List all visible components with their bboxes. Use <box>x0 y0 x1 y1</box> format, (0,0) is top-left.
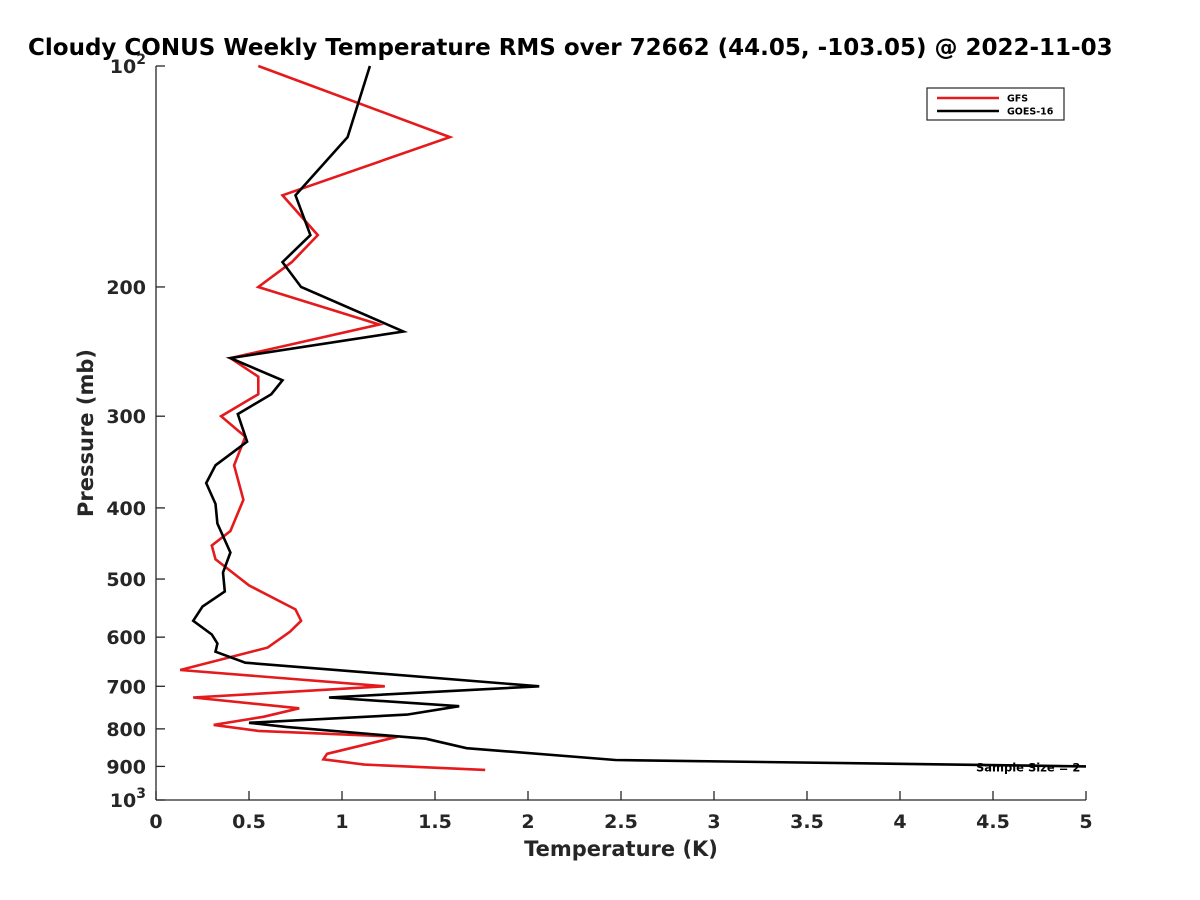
y-tick-label: 400 <box>106 498 146 520</box>
x-axis-ticks: 0 0.5 1 1.5 2 2.5 3 3.5 4 4.5 5 <box>149 791 1093 833</box>
x-tick-label: 1 <box>335 811 348 833</box>
y-tick-label: 600 <box>106 627 146 649</box>
legend: GFS GOES-16 <box>926 87 1065 121</box>
legend-entry: GFS <box>1007 94 1028 105</box>
y-tick-label: 103 <box>110 786 146 812</box>
chart-title: Cloudy CONUS Weekly Temperature RMS over… <box>28 35 1113 61</box>
x-tick-label: 4.5 <box>976 811 1010 833</box>
x-tick-label: 0.5 <box>232 811 266 833</box>
y-tick-label: 200 <box>106 277 146 299</box>
x-tick-label: 3.5 <box>790 811 824 833</box>
legend-box <box>926 87 1065 121</box>
y-axis-ticks: 102 200 300 400 500 600 700 800 900 103 <box>106 52 165 812</box>
x-tick-label: 4 <box>893 811 906 833</box>
y-tick-label: 102 <box>110 52 146 78</box>
x-tick-label: 0 <box>149 811 162 833</box>
x-axis-label: Temperature (K) <box>524 837 718 861</box>
sample-size-annotation: Sample Size = 2 <box>976 760 1080 774</box>
y-tick-label: 800 <box>106 719 146 741</box>
x-tick-label: 3 <box>707 811 720 833</box>
annotations: Sample Size = 2 <box>976 760 1080 774</box>
x-tick-label: 2.5 <box>604 811 638 833</box>
y-tick-label: 700 <box>106 676 146 698</box>
y-tick-label: 500 <box>106 569 146 591</box>
series-line-gfs <box>179 64 486 772</box>
x-tick-label: 1.5 <box>418 811 452 833</box>
y-tick-label: 300 <box>106 406 146 428</box>
series-line-goes-16 <box>191 65 1087 768</box>
y-tick-label: 900 <box>106 756 146 778</box>
x-tick-label: 2 <box>521 811 534 833</box>
x-tick-label: 5 <box>1079 811 1092 833</box>
plot-series-group <box>179 64 1087 772</box>
y-axis-label: Pressure (mb) <box>74 349 98 517</box>
legend-entry: GOES-16 <box>1007 107 1054 118</box>
